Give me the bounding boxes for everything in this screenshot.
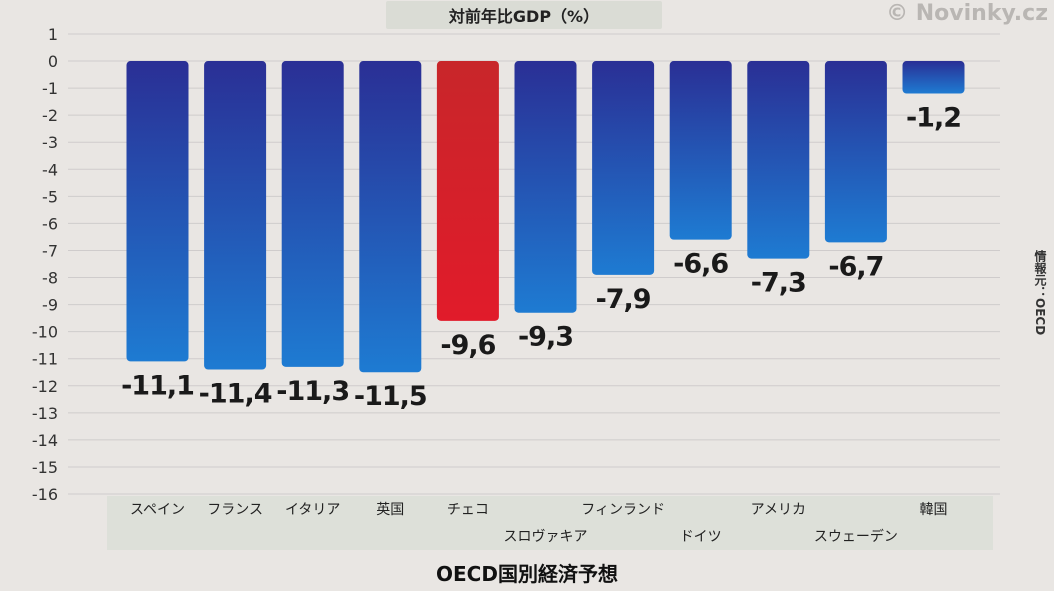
data-label: -9,3 [518, 322, 573, 353]
category-label-panel [107, 496, 993, 550]
category-label: 英国 [376, 501, 404, 518]
data-label: -11,3 [276, 376, 349, 407]
y-tick-label: -2 [42, 106, 58, 125]
y-tick-label: -6 [42, 214, 58, 233]
y-tick-label: -8 [42, 269, 58, 288]
y-tick-label: -11 [32, 350, 58, 369]
y-tick-label: -15 [32, 458, 58, 477]
data-label: -6,6 [673, 249, 728, 280]
category-label: ドイツ [680, 529, 722, 545]
watermark: © Novinky.cz [886, 1, 1048, 26]
source-note: 情報元：OECD [1033, 250, 1047, 336]
category-label: スウェーデン [814, 528, 898, 545]
footer-title: OECD国別経済予想 [436, 562, 618, 586]
y-tick-label: 0 [48, 52, 58, 71]
category-label: スロヴァキア [504, 528, 588, 545]
data-label: -6,7 [828, 251, 883, 282]
bar [436, 61, 499, 321]
bar [204, 61, 267, 370]
bar [514, 61, 577, 313]
data-label: -1,2 [906, 103, 961, 134]
category-label: スペイン [130, 502, 185, 518]
bar [359, 61, 422, 373]
y-tick-label: -1 [42, 79, 58, 98]
y-tick-label: -13 [32, 404, 58, 423]
category-label: フィンランド [581, 502, 665, 518]
y-tick-label: -12 [32, 377, 58, 396]
y-tick-label: -10 [32, 323, 58, 342]
data-label: -11,1 [121, 370, 194, 401]
y-tick-label: -14 [32, 431, 58, 450]
category-label: フランス [207, 502, 263, 518]
category-label: イタリア [285, 502, 340, 518]
y-tick-label: -7 [42, 241, 58, 260]
data-label: -7,9 [596, 284, 651, 315]
y-tick-label: -3 [42, 133, 58, 152]
chart-title: 対前年比GDP（%） [386, 1, 662, 29]
category-label: 韓国 [920, 502, 948, 518]
bar [281, 61, 344, 367]
bar [824, 61, 887, 243]
bar [902, 61, 965, 94]
data-label: -7,3 [751, 268, 806, 299]
y-tick-label: -16 [32, 485, 58, 504]
bar [747, 61, 810, 259]
bar [126, 61, 189, 362]
bar [669, 61, 732, 240]
category-label: チェコ [447, 502, 489, 518]
data-label: -11,5 [354, 381, 427, 412]
y-tick-label: -4 [42, 160, 58, 179]
y-tick-label: -9 [42, 296, 58, 315]
data-label: -9,6 [440, 330, 495, 361]
data-label: -11,4 [199, 379, 272, 410]
y-tick-label: -5 [42, 187, 58, 206]
bar [592, 61, 655, 275]
y-tick-label: 1 [48, 25, 58, 44]
category-label: アメリカ [751, 502, 806, 518]
